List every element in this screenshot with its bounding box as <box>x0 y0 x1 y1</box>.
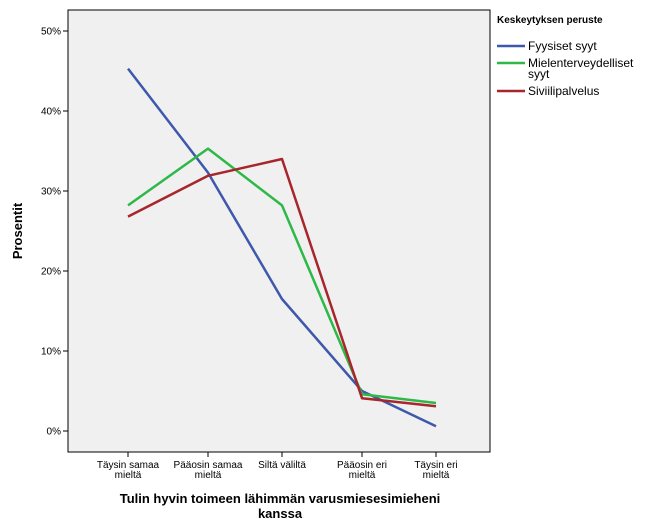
y-tick-label: 30% <box>41 187 61 198</box>
legend-label: Mielenterveydelliset syyt <box>528 56 634 81</box>
y-axis: 0% 10% 20% 30% 40% 50% <box>41 27 68 438</box>
y-axis-title: Prosentit <box>10 202 25 259</box>
x-tick-label: Pääosin eri mieltä <box>337 460 387 481</box>
legend-label: Fyysiset syyt <box>528 39 597 53</box>
x-axis: Täysin samaa mieltä Pääosin samaa mieltä Sil… <box>97 452 458 481</box>
series-line <box>127 157 437 408</box>
y-tick-label: 50% <box>41 27 61 38</box>
legend: Keskeytyksen peruste Fyysiset syyt Mielen… <box>497 15 634 98</box>
series-line <box>127 67 437 428</box>
x-tick-label: Siltä väliltä <box>258 460 306 471</box>
series-line <box>127 147 437 405</box>
x-axis-title-line: Tulin hyvin toimeen lähimmän varusmieses… <box>120 491 441 506</box>
x-axis-title-line: kanssa <box>258 506 303 521</box>
y-tick-label: 10% <box>41 347 61 358</box>
x-tick-label: Täysin samaa mieltä <box>97 460 160 481</box>
y-tick-label: 40% <box>41 107 61 118</box>
x-axis-title: Tulin hyvin toimeen lähimmän varusmieses… <box>120 491 441 521</box>
x-tick-label: Pääosin samaa mieltä <box>174 460 243 481</box>
y-tick-label: 20% <box>41 267 61 278</box>
plot-area <box>67 9 491 453</box>
legend-title: Keskeytyksen peruste <box>497 15 603 26</box>
y-tick-label: 0% <box>47 427 62 438</box>
series-layer <box>127 67 437 428</box>
x-tick-label: Täysin eri mieltä <box>414 460 457 481</box>
legend-label: Siviilipalvelus <box>528 84 599 98</box>
